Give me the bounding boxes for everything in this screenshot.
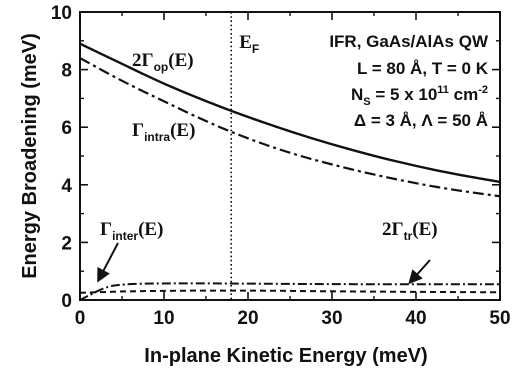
fermi-label-sub: F <box>252 42 259 56</box>
y-tick-label: 8 <box>61 61 72 82</box>
series-label-sub: intra <box>144 130 170 144</box>
info-line-1: IFR, GaAs/AlAs QW <box>329 32 489 51</box>
info-line-4: Δ = 3 Å, Λ = 50 Å <box>354 111 488 130</box>
series-layer <box>79 12 502 301</box>
series-label-tail: (E) <box>170 120 195 141</box>
series-label-main: Γ <box>100 219 112 240</box>
x-axis-title: In-plane Kinetic Energy (meV) <box>144 345 427 367</box>
arrow-tr <box>408 259 431 285</box>
series-label-tail: (E) <box>168 50 193 71</box>
info-line-2: L = 80 Å, T = 0 K <box>357 59 489 78</box>
x-tick-label: 30 <box>321 308 342 329</box>
series-line-2 <box>79 57 502 198</box>
series-label-4: 2Γtr(E) <box>382 219 438 243</box>
info-text-part: = 5 x 10 <box>371 85 438 104</box>
series-line-3 <box>79 282 500 301</box>
series-label-main: 2Γ <box>382 219 404 240</box>
x-tick-label: 40 <box>405 308 426 329</box>
x-tick-label: 10 <box>153 308 174 329</box>
info-text-part: cm <box>449 85 478 104</box>
info-text-part: S <box>363 96 370 108</box>
info-text-part: 11 <box>437 84 449 96</box>
series-label-2: Γintra(E) <box>132 120 195 144</box>
info-text-part: -2 <box>478 84 488 96</box>
y-tick-label: 6 <box>61 118 72 139</box>
info-text-part: N <box>351 85 363 104</box>
fermi-label-main: E <box>239 32 252 53</box>
series-label-sub: inter <box>112 229 138 243</box>
arrow-inter <box>97 242 119 283</box>
x-tick-label: 50 <box>489 308 510 329</box>
series-label-main: Γ <box>132 120 144 141</box>
series-label-sub: op <box>154 60 169 74</box>
series-label-sub: tr <box>404 229 413 243</box>
series-label-1: 2Γop(E) <box>132 50 194 74</box>
y-tick-label: 2 <box>61 233 72 254</box>
x-tick-label: 20 <box>237 308 258 329</box>
series-line-1 <box>79 42 501 184</box>
series-label-main: 2Γ <box>132 50 154 71</box>
fermi-level-label: EF <box>239 32 259 56</box>
info-line-3: NS = 5 x 1011 cm-2 <box>351 84 488 108</box>
series-label-tail: (E) <box>138 219 163 240</box>
x-tick-label: 0 <box>75 308 86 329</box>
series-line-4 <box>79 289 501 294</box>
label-layer: 0 10 20 30 40 50 0 2 4 6 8 10 In-plane Kinetic Energ… <box>19 3 511 367</box>
y-tick-label: 10 <box>51 3 72 24</box>
y-tick-label: 0 <box>61 291 72 312</box>
y-tick-label: 4 <box>61 176 72 197</box>
series-label-tail: (E) <box>412 219 437 240</box>
series-label-3: Γinter(E) <box>100 219 163 243</box>
y-axis-title: Energy Broadening (meV) <box>19 33 41 279</box>
axes-layer <box>79 11 501 301</box>
